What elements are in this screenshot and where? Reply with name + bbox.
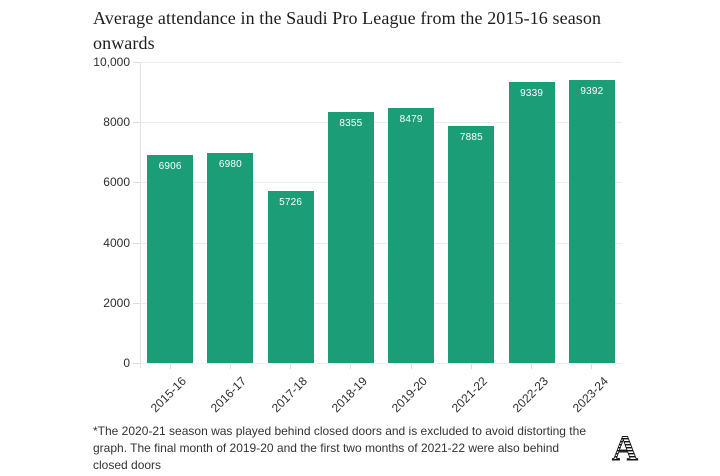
x-axis-tick-2017-18 bbox=[290, 364, 292, 369]
y-tick-label-2000: 2000 bbox=[103, 295, 130, 310]
x-axis-tick-2021-22 bbox=[470, 364, 472, 369]
y-axis-tick-0 bbox=[133, 363, 140, 364]
y-tick-label-10000: 10,000 bbox=[93, 55, 130, 69]
y-axis-tick-6000 bbox=[133, 182, 140, 184]
y-axis-tick-2000 bbox=[133, 302, 140, 304]
bar-2022-23: 9339 bbox=[508, 81, 555, 363]
y-tick-label-6000: 6000 bbox=[103, 175, 130, 190]
x-axis-tick-2018-19 bbox=[350, 364, 352, 369]
athletic-logo-icon: A bbox=[612, 428, 639, 469]
bar-value-label-2021-22: 7885 bbox=[459, 131, 483, 143]
athletic-logo: A bbox=[607, 428, 643, 469]
bar-2015-16: 6906 bbox=[147, 155, 194, 363]
y-tick-label-4000: 4000 bbox=[103, 235, 130, 250]
gridline-0 bbox=[140, 363, 622, 364]
bar-value-label-2015-16: 6906 bbox=[158, 161, 182, 173]
x-axis-tick-2023-24 bbox=[591, 364, 593, 369]
gridline-10000 bbox=[140, 62, 622, 63]
y-tick-label-0: 0 bbox=[123, 356, 130, 370]
y-axis-tick-10000 bbox=[133, 62, 140, 63]
plot-area: 0 2000 4000 6000 8000 10,000 6906 2015-16 6980 20… bbox=[93, 55, 622, 415]
x-axis-tick-2016-17 bbox=[229, 364, 231, 369]
x-axis-tick-2022-23 bbox=[531, 364, 533, 369]
x-axis-tick-2019-20 bbox=[410, 364, 412, 369]
gridline-8000 bbox=[140, 122, 622, 124]
chart-footnote: *The 2020-21 season was played behind cl… bbox=[93, 424, 586, 472]
bar-2018-19: 8355 bbox=[327, 111, 374, 363]
gridline-6000 bbox=[140, 182, 622, 184]
bar-2021-22: 7885 bbox=[448, 125, 495, 363]
gridline-4000 bbox=[140, 242, 622, 244]
bar-2023-24: 9392 bbox=[568, 80, 615, 363]
bar-value-label-2019-20: 8479 bbox=[399, 113, 423, 125]
y-axis-line bbox=[140, 62, 141, 368]
bar-2019-20: 8479 bbox=[388, 107, 435, 363]
athletic-logo-letter: A bbox=[612, 429, 638, 467]
chart-title: Average attendance in the Saudi Pro Leag… bbox=[93, 8, 602, 53]
x-axis-tick-2015-16 bbox=[169, 364, 171, 369]
bar-value-label-2017-18: 5726 bbox=[279, 196, 303, 208]
bar-2017-18: 5726 bbox=[267, 190, 314, 363]
bar-value-label-2018-19: 8355 bbox=[339, 117, 363, 129]
bar-value-label-2016-17: 6980 bbox=[218, 158, 242, 170]
gridline-2000 bbox=[140, 302, 622, 304]
bar-value-label-2022-23: 9339 bbox=[520, 87, 544, 99]
y-tick-label-8000: 8000 bbox=[103, 115, 130, 130]
bar-value-label-2023-24: 9392 bbox=[580, 86, 604, 98]
y-axis-tick-4000 bbox=[133, 242, 140, 244]
y-axis-tick-8000 bbox=[133, 122, 140, 124]
bar-2016-17: 6980 bbox=[207, 152, 254, 363]
